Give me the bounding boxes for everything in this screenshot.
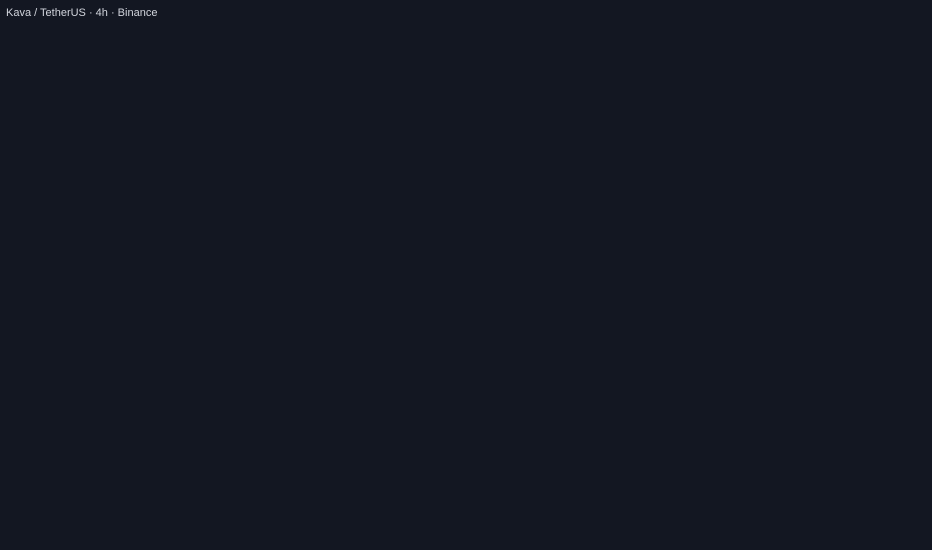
chart-title: Kava / TetherUS · 4h · Binance [6, 7, 157, 19]
